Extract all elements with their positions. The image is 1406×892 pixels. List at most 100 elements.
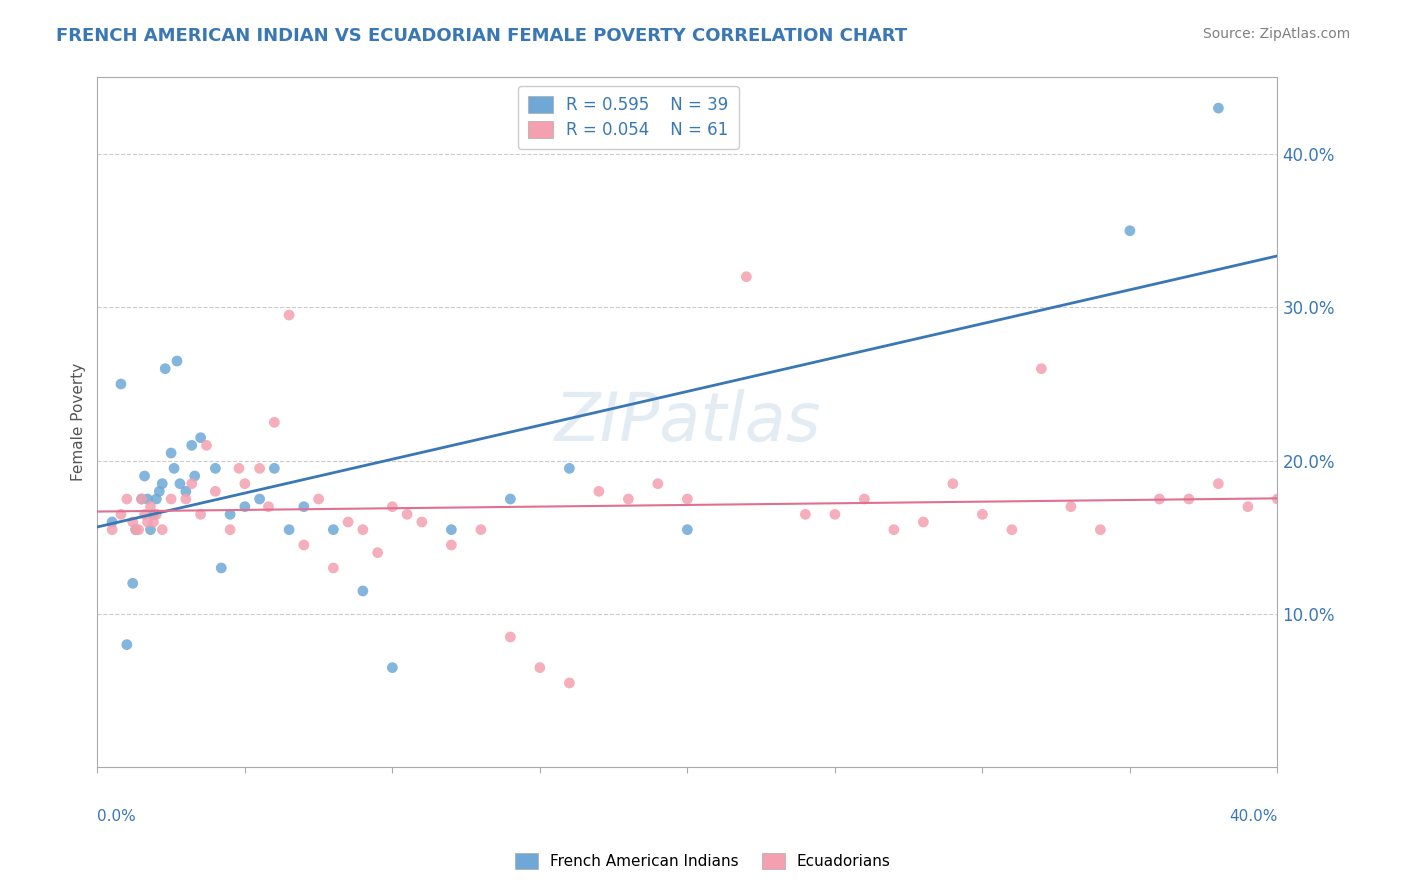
Point (883, 523, 905, 537)
Point (228, 461, 250, 475)
Point (163, 461, 186, 475)
Point (160, 446, 183, 460)
Point (134, 469, 156, 483)
Point (1237, 500, 1260, 514)
Point (1178, 491, 1201, 506)
Point (209, 561, 232, 575)
Point (411, 515, 433, 529)
Point (440, 538, 463, 552)
Point (558, 676, 581, 690)
Point (912, 515, 935, 529)
Point (121, 515, 143, 529)
Point (110, 377, 132, 392)
Point (101, 523, 124, 537)
Point (150, 523, 173, 537)
Point (972, 508, 994, 522)
Point (136, 491, 159, 506)
Point (166, 354, 188, 368)
Point (588, 484, 610, 499)
Point (125, 523, 148, 537)
Text: Source: ZipAtlas.com: Source: ZipAtlas.com (1202, 27, 1350, 41)
Point (292, 500, 315, 514)
Point (204, 461, 226, 475)
Point (824, 508, 846, 522)
Point (249, 461, 271, 475)
Point (352, 523, 374, 537)
Legend: R = 0.595    N = 39, R = 0.054    N = 61: R = 0.595 N = 39, R = 0.054 N = 61 (517, 86, 738, 149)
Point (322, 523, 344, 537)
Text: 40.0%: 40.0% (1229, 809, 1278, 823)
Point (174, 491, 197, 506)
Point (735, 269, 758, 284)
Point (1119, 224, 1142, 238)
Point (292, 538, 315, 552)
Point (134, 508, 156, 522)
Point (1149, 491, 1171, 506)
Point (145, 508, 167, 522)
Point (160, 491, 183, 506)
Point (381, 660, 404, 674)
Point (440, 523, 463, 537)
Point (219, 523, 242, 537)
Point (190, 508, 212, 522)
Point (233, 500, 256, 514)
Point (381, 500, 404, 514)
Text: FRENCH AMERICAN INDIAN VS ECUADORIAN FEMALE POVERTY CORRELATION CHART: FRENCH AMERICAN INDIAN VS ECUADORIAN FEM… (56, 27, 907, 45)
Point (139, 500, 162, 514)
Point (263, 461, 285, 475)
Point (125, 523, 148, 537)
Point (139, 523, 162, 537)
Point (308, 491, 330, 506)
Text: ZIP​atlas: ZIP​atlas (554, 389, 821, 455)
Point (233, 476, 256, 491)
Point (148, 484, 170, 499)
Point (115, 638, 138, 652)
Point (1001, 523, 1024, 537)
Point (110, 508, 132, 522)
Point (142, 508, 165, 522)
Point (145, 491, 167, 506)
Point (558, 461, 581, 475)
Point (131, 491, 153, 506)
Point (278, 523, 301, 537)
Legend: French American Indians, Ecuadorians: French American Indians, Ecuadorians (509, 847, 897, 875)
Point (499, 630, 522, 644)
Point (647, 476, 669, 491)
Point (529, 660, 551, 674)
Point (136, 515, 159, 529)
Text: 0.0%: 0.0% (97, 809, 136, 823)
Point (128, 523, 150, 537)
Point (249, 491, 271, 506)
Point (195, 438, 218, 452)
Point (174, 484, 197, 499)
Point (101, 515, 124, 529)
Point (1208, 101, 1230, 115)
Point (396, 508, 419, 522)
Point (367, 546, 389, 560)
Point (278, 308, 301, 322)
Point (142, 515, 165, 529)
Point (1267, 491, 1289, 506)
Point (153, 361, 176, 376)
Point (180, 476, 202, 491)
Point (499, 491, 522, 506)
Point (470, 523, 492, 537)
Point (219, 508, 242, 522)
Y-axis label: Female Poverty: Female Poverty (72, 363, 86, 482)
Point (352, 584, 374, 599)
Point (1060, 500, 1083, 514)
Point (676, 491, 699, 506)
Point (190, 431, 212, 445)
Point (617, 491, 640, 506)
Point (1090, 523, 1112, 537)
Point (131, 491, 153, 506)
Point (676, 523, 699, 537)
Point (204, 484, 226, 499)
Point (180, 438, 202, 452)
Point (263, 415, 285, 429)
Point (337, 515, 360, 529)
Point (150, 476, 173, 491)
Point (322, 561, 344, 575)
Point (1208, 476, 1230, 491)
Point (121, 576, 143, 591)
